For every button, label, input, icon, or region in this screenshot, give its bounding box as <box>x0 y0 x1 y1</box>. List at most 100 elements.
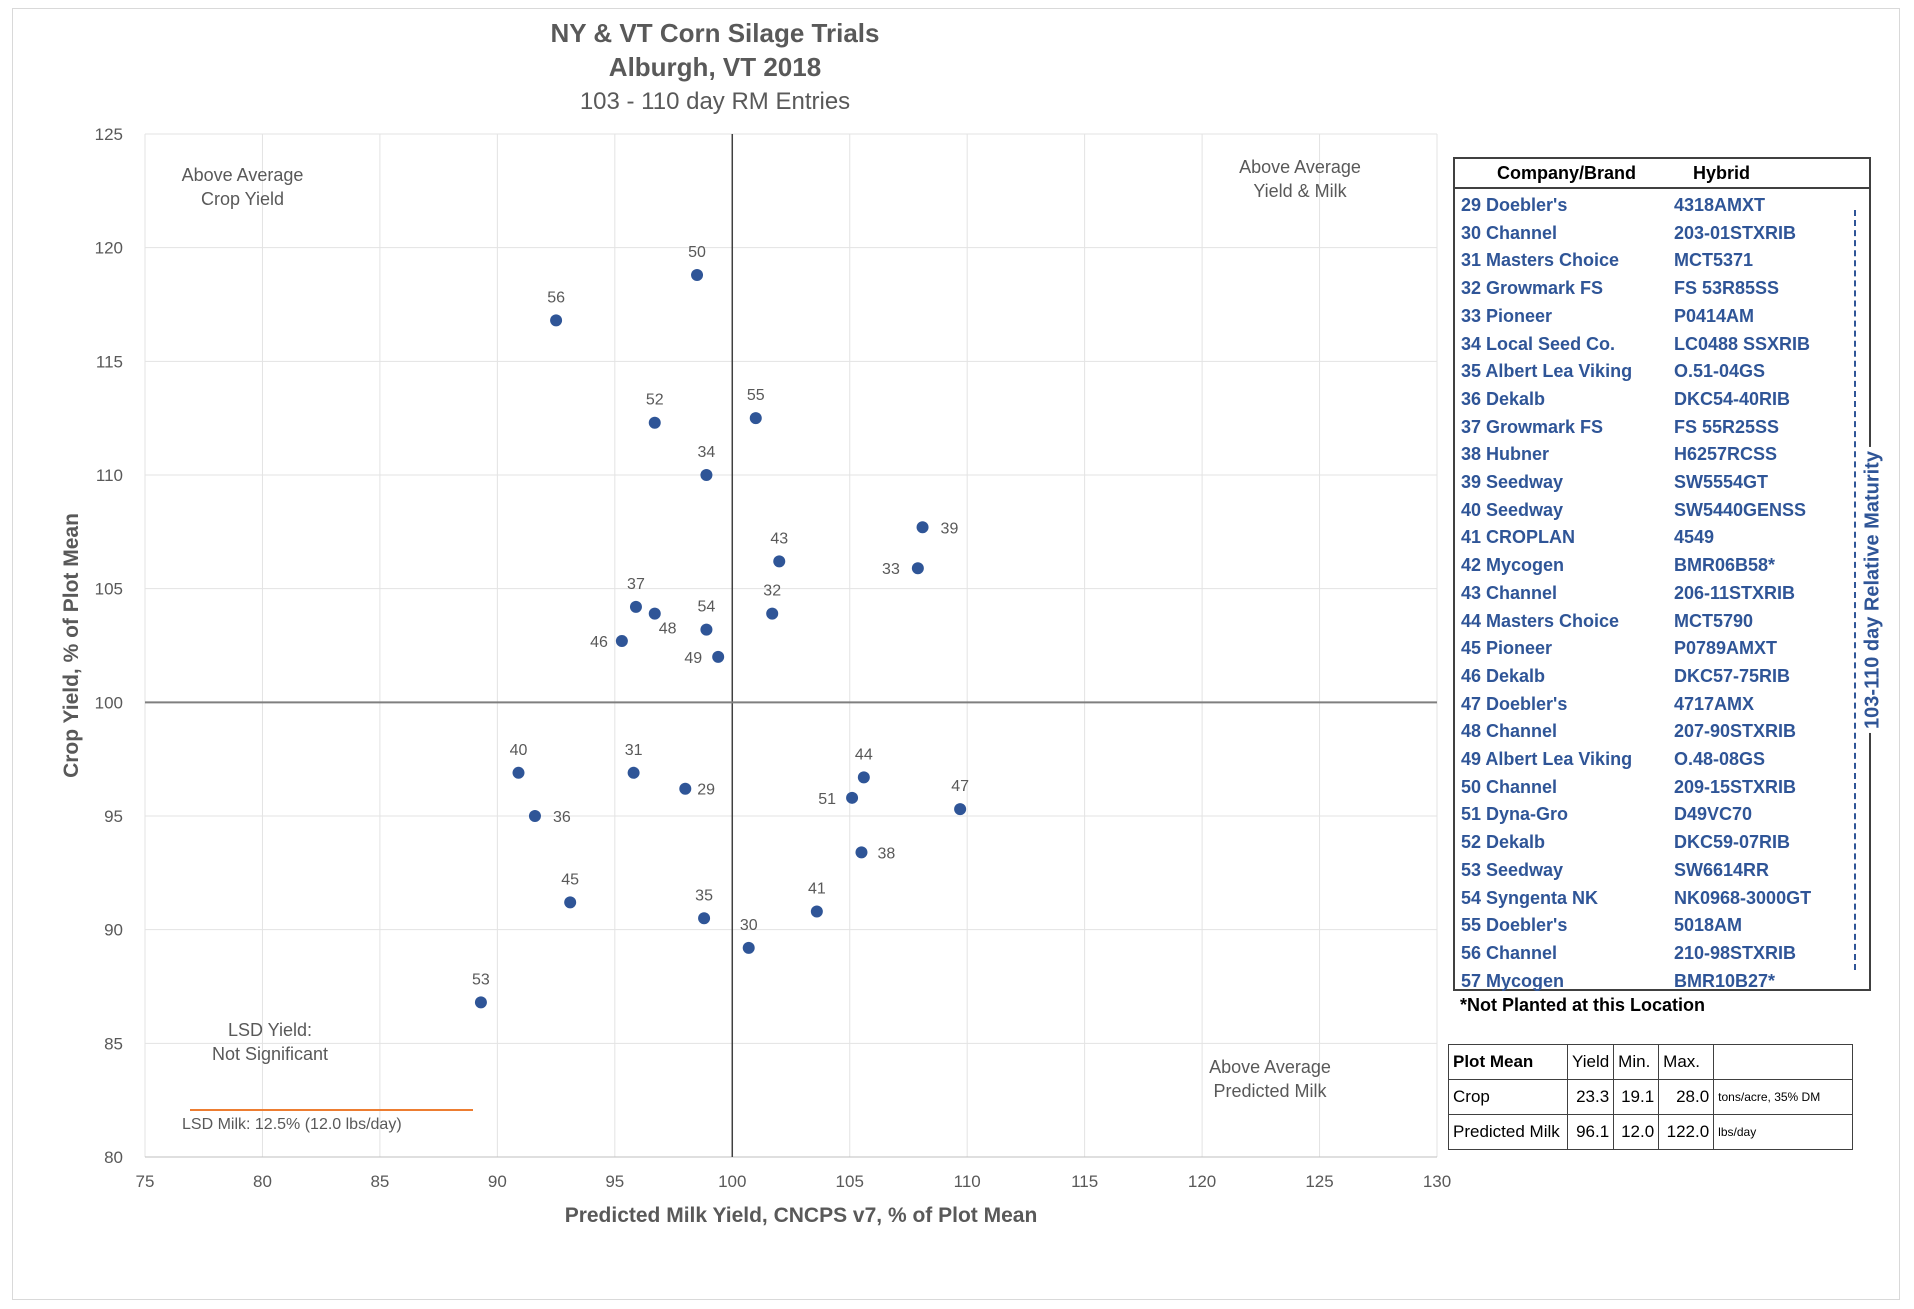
milk-unit: lbs/day <box>1713 1114 1854 1150</box>
milk-min: 12.0 <box>1613 1114 1660 1150</box>
quadrant-top-right-line2: Yield & Milk <box>1253 181 1347 201</box>
data-point-29 <box>679 782 692 795</box>
data-label-52: 52 <box>646 392 664 409</box>
data-point-36 <box>528 810 541 822</box>
legend-company: 42 Mycogen <box>1461 555 1565 576</box>
legend-header-divider <box>1455 187 1869 189</box>
legend-company: 44 Masters Choice <box>1461 610 1620 631</box>
legend-company: 46 Dekalb <box>1461 665 1546 686</box>
crop-yield: 23.3 <box>1566 1079 1615 1115</box>
data-label-44: 44 <box>855 746 873 763</box>
data-point-37 <box>629 600 642 613</box>
quadrant-label-bottom-right: Above Average Predicted Milk <box>1175 1055 1365 1103</box>
x-tick-label: 95 <box>605 1172 624 1191</box>
plot-mean-header-name: Plot Mean <box>1448 1044 1568 1080</box>
legend-company: 48 Channel <box>1461 721 1558 742</box>
y-tick-label: 95 <box>104 807 123 826</box>
x-tick-label: 85 <box>370 1172 389 1191</box>
legend-hybrid: 206-11STXRIB <box>1674 582 1796 603</box>
data-point-49 <box>712 650 725 663</box>
y-tick-label: 110 <box>96 466 123 485</box>
plot-mean-header-yield: Yield <box>1566 1044 1615 1080</box>
x-tick-label: 80 <box>253 1172 272 1191</box>
legend-hybrid: 209-15STXRIB <box>1674 776 1797 797</box>
chart-subtitle-location: Alburgh, VT 2018 <box>608 52 822 82</box>
y-axis-title: Crop Yield, % of Plot Mean <box>60 513 83 778</box>
chart-title: NY & VT Corn Silage Trials <box>550 18 880 48</box>
data-point-50 <box>691 268 704 281</box>
legend-hybrid: 5018AM <box>1674 915 1743 936</box>
legend-hybrid: FS 55R25SS <box>1674 416 1780 437</box>
quadrant-label-top-left: Above Average Crop Yield <box>160 163 325 211</box>
legend-company: 55 Doebler's <box>1461 915 1568 936</box>
lsd-yield-line1: LSD Yield: <box>227 1020 313 1040</box>
y-tick-label: 120 <box>95 239 123 258</box>
legend-hybrid: FS 53R85SS <box>1674 278 1780 299</box>
legend-company: 51 Dyna-Gro <box>1461 804 1569 825</box>
legend-hybrid: D49VC70 <box>1674 804 1753 825</box>
legend-hybrid: 4717AMX <box>1674 693 1755 714</box>
chart-subtitle-entries: 103 - 110 day RM Entries <box>579 88 851 115</box>
y-tick-label: 85 <box>104 1034 123 1053</box>
data-label-29: 29 <box>697 782 715 799</box>
x-tick-label: 105 <box>836 1172 864 1191</box>
plot-mean-header-unit <box>1713 1044 1854 1080</box>
data-point-54 <box>700 623 713 636</box>
crop-min: 19.1 <box>1613 1079 1660 1115</box>
legend-company: 53 Seedway <box>1461 859 1564 880</box>
legend-hybrid: DKC57-75RIB <box>1674 665 1791 686</box>
lsd-milk-label: LSD Milk: 12.5% (12.0 lbs/day) <box>182 1116 402 1133</box>
lsd-yield-line2: Not Significant <box>211 1044 329 1064</box>
data-label-53: 53 <box>472 971 490 988</box>
legend-company: 38 Hubner <box>1461 444 1550 465</box>
x-tick-label: 90 <box>488 1172 507 1191</box>
y-tick-label: 105 <box>95 580 123 599</box>
x-tick-label: 110 <box>954 1172 981 1191</box>
plot-mean-row-crop: Crop 23.3 19.1 28.0 tons/acre, 35% DM <box>1448 1079 1854 1115</box>
milk-yield: 96.1 <box>1566 1114 1615 1150</box>
data-point-41 <box>810 905 823 918</box>
data-label-32: 32 <box>763 583 781 600</box>
data-label-45: 45 <box>561 871 579 888</box>
legend-company: 33 Pioneer <box>1461 305 1553 326</box>
legend-hybrid: O.48-08GS <box>1674 749 1766 769</box>
y-tick-label: 90 <box>104 921 123 940</box>
legend-company: 49 Albert Lea Viking <box>1461 749 1633 769</box>
legend-hybrid: DKC54-40RIB <box>1674 388 1791 409</box>
data-point-48 <box>648 607 661 620</box>
data-point-56 <box>550 314 563 327</box>
x-tick-label: 125 <box>1305 1172 1333 1191</box>
legend-header-hybrid: Hybrid <box>1693 163 1751 183</box>
x-tick-label: 115 <box>1071 1172 1098 1191</box>
data-point-39 <box>916 521 929 534</box>
data-point-51 <box>846 791 859 804</box>
maturity-label: 103-110 day Relative Maturity <box>1861 447 1885 733</box>
data-label-51: 51 <box>818 791 836 808</box>
data-label-36: 36 <box>553 809 571 826</box>
hybrid-legend-table: Company/Brand Hybrid 29 Doebler's 4318AMX… <box>1453 157 1871 991</box>
data-label-31: 31 <box>625 742 643 759</box>
plot-mean-header-min: Min. <box>1613 1044 1660 1080</box>
lsd-yield-label: LSD Yield: Not Significant <box>185 1018 355 1066</box>
legend-header-company: Company/Brand <box>1497 163 1637 183</box>
plot-mean-row-milk: Predicted Milk 96.1 12.0 122.0 lbs/day <box>1448 1114 1854 1150</box>
legend-hybrid: P0414AM <box>1674 305 1755 326</box>
data-label-30: 30 <box>740 917 758 934</box>
crop-name: Crop <box>1448 1079 1568 1115</box>
legend-company: 56 Channel <box>1461 942 1558 963</box>
data-label-37: 37 <box>627 576 645 593</box>
legend-hybrid: P0789AMXT <box>1674 638 1778 659</box>
crop-max: 28.0 <box>1658 1079 1715 1115</box>
data-point-33 <box>911 562 924 575</box>
legend-company: 41 CROPLAN <box>1461 527 1576 548</box>
legend-hybrid: LC0488 SSXRIB <box>1674 333 1811 354</box>
data-label-55: 55 <box>747 387 765 404</box>
y-tick-label: 115 <box>96 352 123 371</box>
data-label-46: 46 <box>590 634 608 651</box>
x-tick-label: 75 <box>136 1172 155 1191</box>
milk-max: 122.0 <box>1658 1114 1715 1150</box>
legend-company: 45 Pioneer <box>1461 638 1553 659</box>
plot-mean-header-max: Max. <box>1658 1044 1715 1080</box>
data-label-33: 33 <box>882 561 900 578</box>
